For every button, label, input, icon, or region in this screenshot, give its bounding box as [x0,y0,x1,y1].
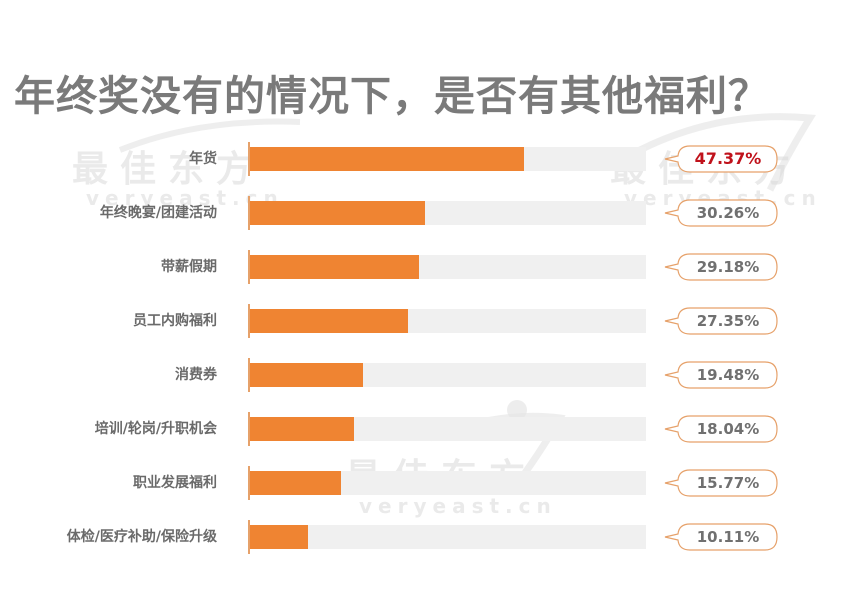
bar [250,363,363,387]
category-label: 体检/医疗补助/保险升级 [66,529,217,545]
bar [250,525,308,549]
axis-tick [248,142,250,176]
chart-row: 带薪假期 29.18% [0,250,857,284]
speech-bubble-icon [664,361,778,389]
value-label: 10.11% [696,528,760,546]
bar [250,255,419,279]
speech-bubble-icon [664,415,778,443]
speech-bubble-icon [664,523,778,551]
value-label: 47.37% [694,149,762,168]
category-label: 年货 [189,151,217,167]
chart-title: 年终奖没有的情况下，是否有其他福利？ [14,72,770,120]
category-label: 消费券 [175,367,217,383]
value-callout: 18.04% [664,415,778,443]
category-label: 带薪假期 [161,259,217,275]
bar-track [250,525,646,549]
value-label: 18.04% [696,420,760,438]
bar [250,147,524,171]
bar [250,201,425,225]
axis-tick [248,358,250,392]
speech-bubble-icon [664,253,778,281]
value-callout: 19.48% [664,361,778,389]
chart-row: 培训/轮岗/升职机会 18.04% [0,412,857,446]
bar [250,417,354,441]
bar [250,309,408,333]
speech-bubble-icon [664,307,778,335]
value-callout: 30.26% [664,199,778,227]
speech-bubble-icon [664,199,778,227]
value-label: 30.26% [696,204,760,222]
category-label: 员工内购福利 [133,313,217,329]
category-label: 年终晚宴/团建活动 [99,205,217,221]
chart-row: 年终晚宴/团建活动 30.26% [0,196,857,230]
axis-tick [248,520,250,554]
value-callout: 47.37% [664,145,778,173]
value-callout: 15.77% [664,469,778,497]
chart-row: 消费券 19.48% [0,358,857,392]
axis-tick [248,250,250,284]
value-callout: 10.11% [664,523,778,551]
axis-tick [248,304,250,338]
category-label: 培训/轮岗/升职机会 [94,421,217,437]
value-label: 29.18% [696,258,760,276]
axis-tick [248,412,250,446]
axis-tick [248,466,250,500]
chart-row: 职业发展福利 15.77% [0,466,857,500]
value-label: 19.48% [696,366,760,384]
value-label: 15.77% [696,474,760,492]
chart-row: 年货 47.37% [0,142,857,176]
axis-tick [248,196,250,230]
chart-row: 员工内购福利 27.35% [0,304,857,338]
value-callout: 27.35% [664,307,778,335]
bar [250,471,341,495]
value-callout: 29.18% [664,253,778,281]
speech-bubble-icon [664,469,778,497]
value-label: 27.35% [696,312,760,330]
speech-bubble-icon [664,145,778,173]
category-label: 职业发展福利 [133,475,217,491]
chart-row: 体检/医疗补助/保险升级 10.11% [0,520,857,554]
